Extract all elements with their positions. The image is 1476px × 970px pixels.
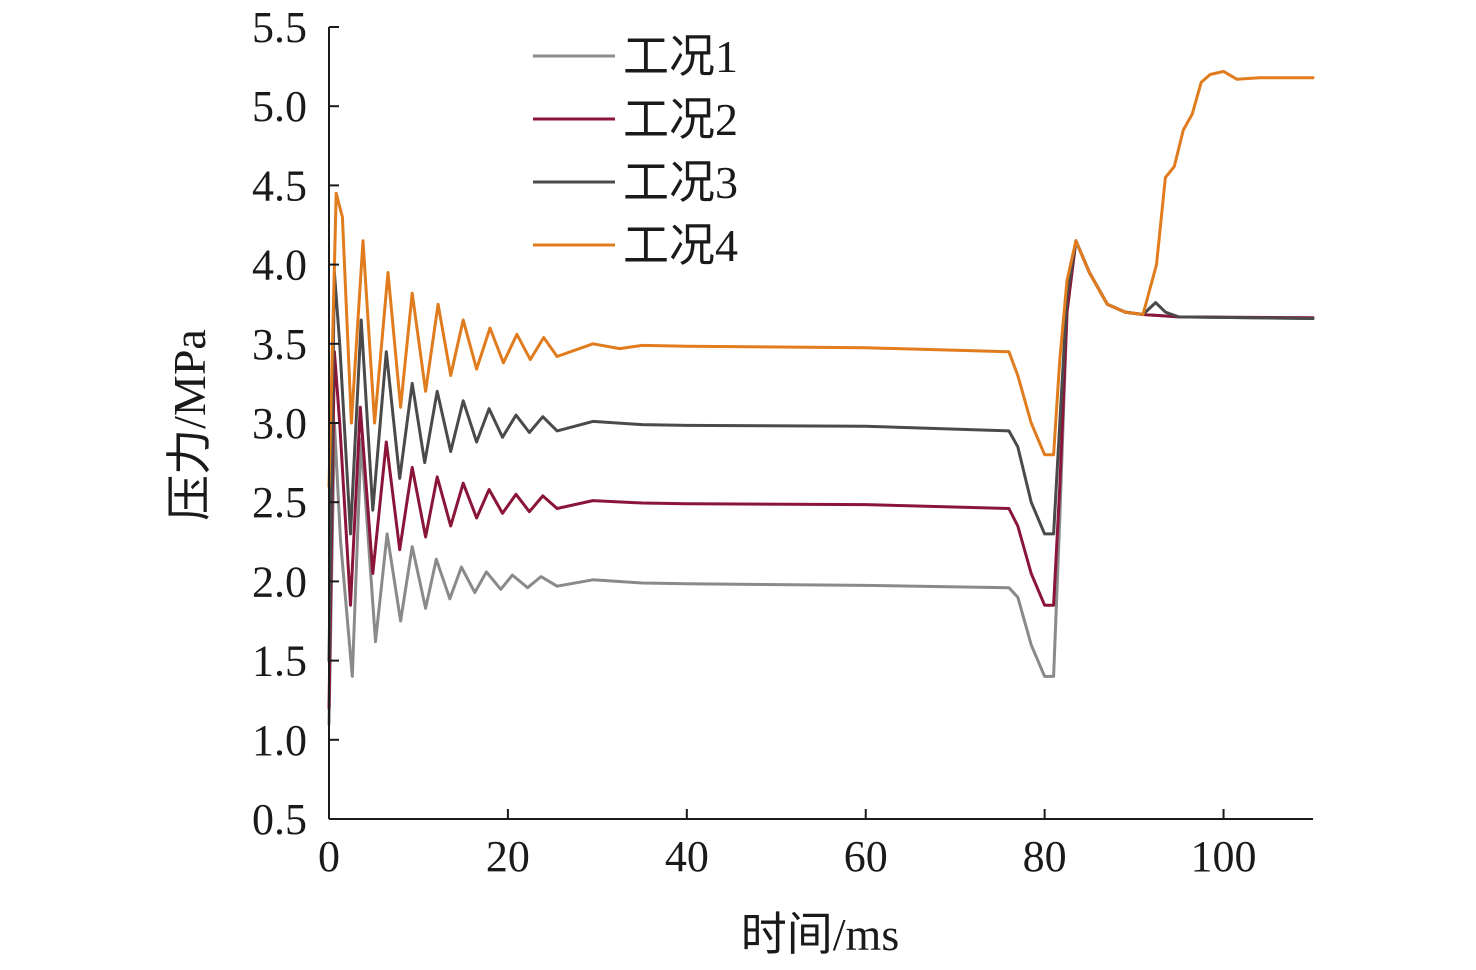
y-tick-label: 4.0 (252, 241, 307, 290)
y-tick-label: 1.5 (252, 637, 307, 686)
y-tick-label: 2.5 (252, 478, 307, 527)
x-tick-label: 20 (486, 832, 530, 881)
series-layer (327, 69, 1315, 726)
axes-layer (328, 27, 1313, 820)
y-tick-label: 5.5 (252, 3, 307, 52)
legend-label-1: 工况1 (623, 31, 738, 82)
y-tick-label: 2.0 (252, 557, 307, 606)
y-tick-label: 4.5 (252, 161, 307, 210)
series-line-3 (327, 239, 1315, 663)
x-tick-label: 80 (1023, 832, 1067, 881)
legend: 工况1 工况2 工况3 工况4 (533, 31, 738, 271)
legend-label-3: 工况3 (623, 157, 738, 208)
series-line-4 (327, 69, 1315, 488)
x-tick-label: 40 (665, 832, 709, 881)
x-tick-label: 0 (318, 832, 340, 881)
legend-label-4: 工况4 (623, 220, 738, 271)
y-tick-label: 3.5 (252, 320, 307, 369)
legend-label-2: 工况2 (623, 94, 738, 145)
y-ticks: 0.5 1.0 1.5 2.0 2.5 3.0 3.5 4.0 4.5 5.0 5.5 (252, 3, 339, 844)
y-tick-label: 0.5 (252, 795, 307, 844)
x-ticks: 0 20 40 60 80 100 (318, 809, 1257, 881)
x-tick-label: 100 (1191, 832, 1257, 881)
y-axis-label: 压力/MPa (164, 329, 215, 521)
x-tick-label: 60 (844, 832, 888, 881)
y-tick-label: 1.0 (252, 716, 307, 765)
x-axis-label: 时间/ms (741, 909, 899, 960)
y-tick-label: 5.0 (252, 82, 307, 131)
y-tick-label: 3.0 (252, 399, 307, 448)
